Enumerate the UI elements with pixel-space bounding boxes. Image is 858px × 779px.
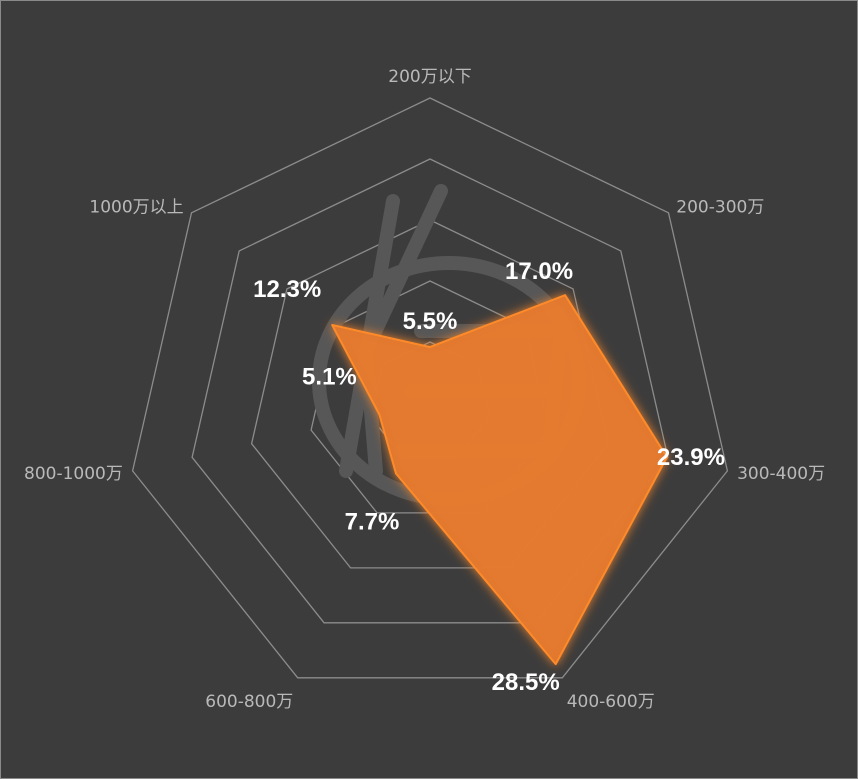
radar-area	[331, 294, 668, 666]
axis-label-4: 600-800万	[205, 692, 293, 712]
axis-label-6: 1000万以上	[89, 198, 183, 218]
value-label-4: 7.7%	[345, 509, 400, 536]
axis-label-0: 200万以下	[388, 67, 471, 87]
value-label-0: 5.5%	[403, 308, 458, 335]
axis-label-3: 400-600万	[567, 692, 655, 712]
axis-label-1: 200-300万	[676, 198, 764, 218]
value-labels: 5.5% 17.0% 23.9% 28.5% 7.7% 5.1% 12.3%	[253, 258, 725, 696]
grid-ring	[250, 219, 610, 569]
value-label-6: 12.3%	[253, 276, 321, 303]
axis-label-5: 800-1000万	[24, 464, 123, 484]
series-area	[331, 294, 668, 666]
grid-ring	[131, 97, 729, 679]
value-label-2: 23.9%	[657, 444, 725, 471]
value-label-1: 17.0%	[505, 258, 573, 285]
value-label-3: 28.5%	[492, 669, 560, 696]
axis-label-2: 300-400万	[737, 464, 825, 484]
grid-ring	[191, 158, 669, 624]
axis-labels: 200万以下 200-300万 300-400万 400-600万 600-800万 80…	[24, 67, 825, 712]
value-label-5: 5.1%	[302, 364, 357, 391]
